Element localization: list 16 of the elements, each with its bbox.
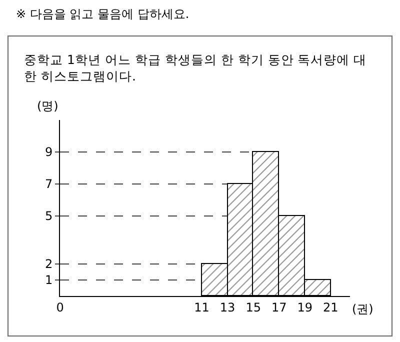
chart-title: ※ 다음을 읽고 물음에 답하세요.	[16, 7, 190, 21]
x-tick-label: 21	[323, 300, 338, 314]
x-tick-label: 13	[220, 300, 236, 314]
y-axis-title: (명)	[37, 99, 58, 113]
x-tick-label: 15	[246, 300, 261, 314]
chart-subtitle: 중학교 1학년 어느 학급 학생들의 한 학기 동안 독서량에 대 한 히스토그램이다.	[24, 52, 367, 84]
x-tick-label: 0	[56, 300, 64, 314]
y-tick-label: 9	[44, 145, 53, 160]
y-tick-label: 7	[44, 177, 53, 192]
x-tick-label: 11	[194, 300, 210, 314]
x-tick-label: 17	[271, 300, 287, 314]
y-tick-label: 5	[44, 209, 53, 224]
x-axis-title: (권)	[352, 302, 374, 316]
y-tick-label: 2	[44, 257, 53, 272]
y-tick-label: 1	[44, 273, 53, 288]
x-tick-label: 19	[297, 300, 313, 314]
